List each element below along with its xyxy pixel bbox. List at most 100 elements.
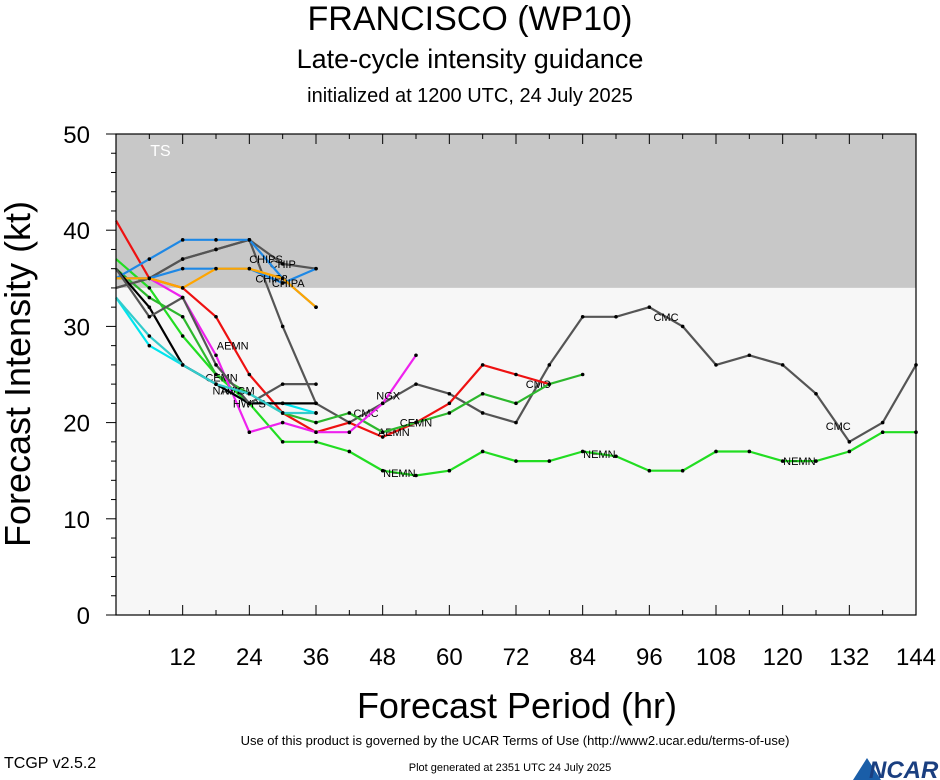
chart-init-time: initialized at 1200 UTC, 24 July 2025: [307, 85, 633, 107]
y-tick-label: 40: [63, 218, 90, 245]
data-point: [147, 276, 152, 281]
data-point: [214, 266, 218, 271]
series-label: CMC: [653, 312, 678, 324]
data-point: [314, 382, 318, 386]
data-point: [247, 401, 252, 406]
data-point: [514, 420, 518, 425]
series-label: CHIPA: [272, 278, 305, 290]
series-label: NEMN: [583, 449, 615, 461]
data-point: [680, 324, 685, 329]
data-point: [414, 353, 418, 358]
data-point: [747, 449, 752, 454]
data-point: [447, 411, 452, 415]
data-point: [547, 459, 552, 463]
data-point: [380, 430, 385, 435]
data-point: [180, 295, 185, 300]
data-point: [880, 420, 885, 425]
data-point: [214, 314, 218, 319]
y-tick-label: 50: [63, 122, 90, 149]
data-point: [480, 391, 485, 396]
x-tick-label: 24: [236, 644, 263, 671]
x-tick-label: 84: [569, 644, 596, 671]
data-point: [480, 363, 485, 367]
data-point: [380, 468, 385, 473]
series-label: CHIPS: [249, 254, 283, 266]
x-tick-label: 144: [896, 644, 936, 671]
data-point: [447, 401, 452, 406]
data-point: [147, 295, 152, 300]
generated-timestamp: Plot generated at 2351 UTC 24 July 2025: [408, 762, 612, 774]
data-point: [780, 459, 785, 463]
series-label: CMC: [826, 421, 851, 433]
series-label: CHIP: [270, 259, 296, 271]
series-label: NEMN: [383, 468, 415, 480]
data-point: [314, 401, 318, 406]
data-point: [247, 372, 252, 377]
svg-text:NCAR: NCAR: [869, 757, 939, 780]
data-point: [347, 449, 352, 454]
series-label: CEMN: [400, 418, 432, 430]
data-point: [447, 468, 452, 473]
data-point: [280, 411, 285, 415]
data-point: [547, 382, 552, 386]
data-point: [480, 449, 485, 454]
band-label: TS: [150, 143, 170, 160]
data-point: [414, 473, 418, 478]
data-point: [247, 430, 252, 435]
data-point: [347, 411, 352, 415]
data-point: [447, 391, 452, 396]
data-point: [714, 363, 718, 367]
x-tick-label: 48: [369, 644, 396, 671]
terms-of-use-note: Use of this product is governed by the U…: [240, 733, 790, 748]
data-point: [214, 372, 218, 377]
intensity-band: [116, 287, 916, 615]
data-point: [214, 363, 218, 367]
x-tick-label: 36: [303, 644, 330, 671]
data-point: [580, 449, 585, 454]
data-point: [514, 459, 518, 463]
data-point: [314, 305, 318, 309]
data-point: [280, 382, 285, 386]
data-point: [414, 420, 418, 425]
data-point: [747, 353, 752, 358]
data-point: [180, 266, 185, 271]
series-label: NEMN: [783, 456, 815, 468]
data-point: [247, 266, 252, 271]
data-point: [214, 353, 218, 358]
data-point: [347, 420, 352, 425]
series-ngx: NGX: [116, 276, 418, 435]
data-point: [280, 324, 285, 329]
y-tick-label: 0: [77, 603, 90, 630]
data-point: [314, 440, 318, 444]
version-label: TCGP v2.5.2: [4, 755, 97, 772]
data-point: [214, 247, 218, 252]
data-point: [147, 305, 152, 309]
y-tick-label: 10: [63, 507, 90, 534]
series-line: [115, 220, 550, 439]
data-point: [280, 401, 285, 406]
data-point: [214, 382, 218, 386]
data-point: [514, 401, 518, 406]
ncar-logo: NCAR: [853, 757, 939, 780]
data-point: [380, 435, 385, 439]
data-point: [180, 257, 185, 261]
data-point: [314, 430, 318, 435]
data-point: [580, 314, 585, 319]
data-point: [280, 440, 285, 444]
data-point: [414, 382, 418, 386]
data-point: [180, 334, 185, 338]
series-line: [116, 277, 417, 434]
chart-subtitle: Late-cycle intensity guidance: [296, 44, 644, 74]
data-point: [247, 238, 252, 242]
chart-title: FRANCISCO (WP10): [307, 0, 633, 38]
data-point: [280, 420, 285, 425]
data-point: [147, 314, 152, 319]
data-point: [547, 363, 552, 367]
x-tick-label: 12: [169, 644, 196, 671]
series-tvcn: [115, 296, 318, 415]
data-point: [847, 449, 852, 454]
data-point: [814, 391, 818, 396]
x-tick-label: 132: [829, 644, 869, 671]
data-point: [647, 468, 652, 473]
x-tick-label: 72: [503, 644, 530, 671]
